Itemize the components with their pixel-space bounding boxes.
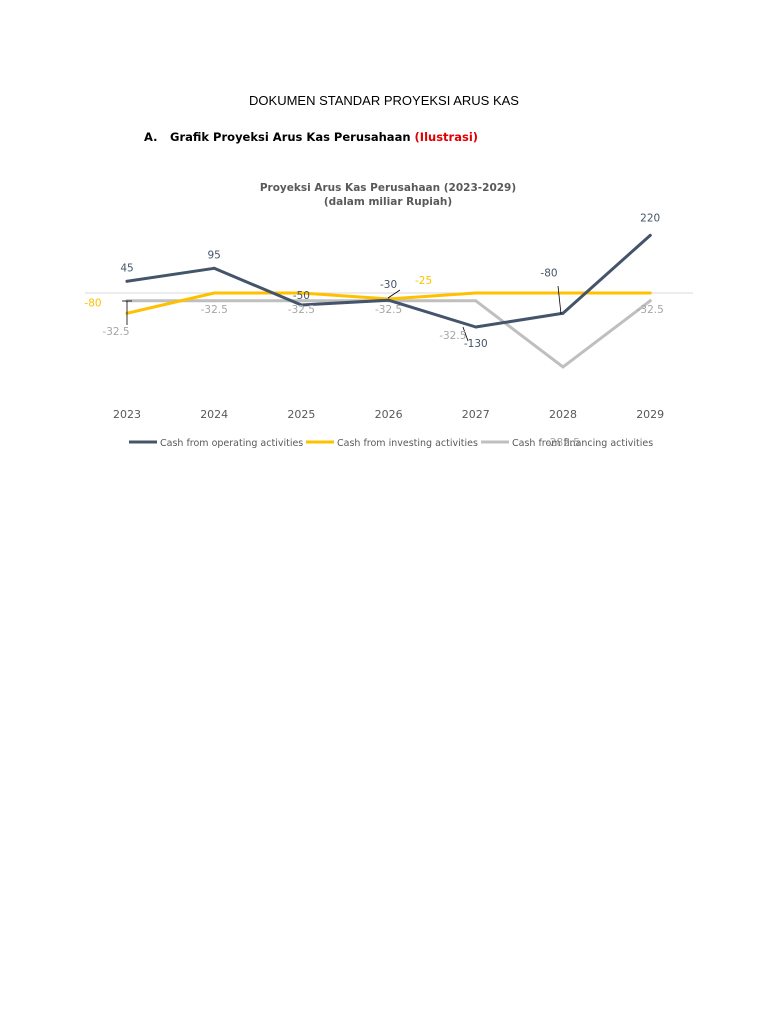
data-point <box>387 298 391 302</box>
x-tick-label: 2029 <box>636 408 664 421</box>
data-label-financing: -32.5 <box>375 304 402 316</box>
data-label-operating: 45 <box>120 262 133 274</box>
chart-title: Proyeksi Arus Kas Perusahaan (2023-2029) <box>260 182 516 194</box>
data-label-operating: -80 <box>540 267 557 279</box>
section-note: (Ilustrasi) <box>414 130 479 144</box>
data-label-investing: -80 <box>84 297 101 309</box>
data-label-financing: -32.5 <box>439 330 466 342</box>
data-point <box>474 325 478 329</box>
x-tick-label: 2026 <box>375 408 403 421</box>
data-point <box>648 299 652 303</box>
data-point <box>125 279 129 283</box>
section-heading: A. Grafik Proyeksi Arus Kas Perusahaan (… <box>144 130 478 144</box>
data-label-operating: -130 <box>464 338 488 350</box>
data-point <box>212 299 216 303</box>
chart-subtitle: (dalam miliar Rupiah) <box>324 196 452 208</box>
data-point <box>212 291 216 295</box>
label-leader-line <box>387 289 401 299</box>
data-point <box>299 303 303 307</box>
data-label-operating: 220 <box>640 212 660 224</box>
data-label-operating: -30 <box>380 279 397 291</box>
section-number: A. <box>144 130 158 144</box>
data-point <box>561 291 565 295</box>
data-point <box>212 266 216 270</box>
data-point <box>474 299 478 303</box>
data-point <box>474 291 478 295</box>
legend-label-investing: Cash from investing activities <box>337 438 478 449</box>
data-point <box>648 291 652 295</box>
section-title: Grafik Proyeksi Arus Kas Perusahaan <box>170 130 411 144</box>
data-label-operating: 95 <box>208 249 221 261</box>
data-point <box>299 291 303 295</box>
x-tick-label: 2027 <box>462 408 490 421</box>
label-leader-line <box>557 285 562 315</box>
data-point <box>561 311 565 315</box>
data-label-financing: -32.5 <box>201 304 228 316</box>
legend-label-financing: Cash from financing activities <box>512 438 653 449</box>
data-label-operating: -50 <box>293 290 310 302</box>
x-tick-label: 2024 <box>200 408 228 421</box>
data-label-investing: -25 <box>415 275 432 287</box>
cash-flow-chart: Proyeksi Arus Kas Perusahaan (2023-2029)… <box>84 182 693 449</box>
label-leader-line <box>462 326 469 342</box>
data-label-financing: -32.5 <box>288 304 315 316</box>
x-tick-label: 2023 <box>113 408 141 421</box>
legend-label-operating: Cash from operating activities <box>160 438 303 449</box>
data-label-financing: -282.5 <box>546 437 580 449</box>
data-point <box>648 233 652 237</box>
x-tick-label: 2025 <box>287 408 315 421</box>
x-tick-label: 2028 <box>549 408 577 421</box>
data-point <box>561 365 565 369</box>
data-point <box>299 299 303 303</box>
document-title: DOKUMEN STANDAR PROYEKSI ARUS KAS <box>249 93 519 108</box>
data-label-financing: -32.5 <box>102 326 129 338</box>
data-label-financing: -32.5 <box>637 304 664 316</box>
